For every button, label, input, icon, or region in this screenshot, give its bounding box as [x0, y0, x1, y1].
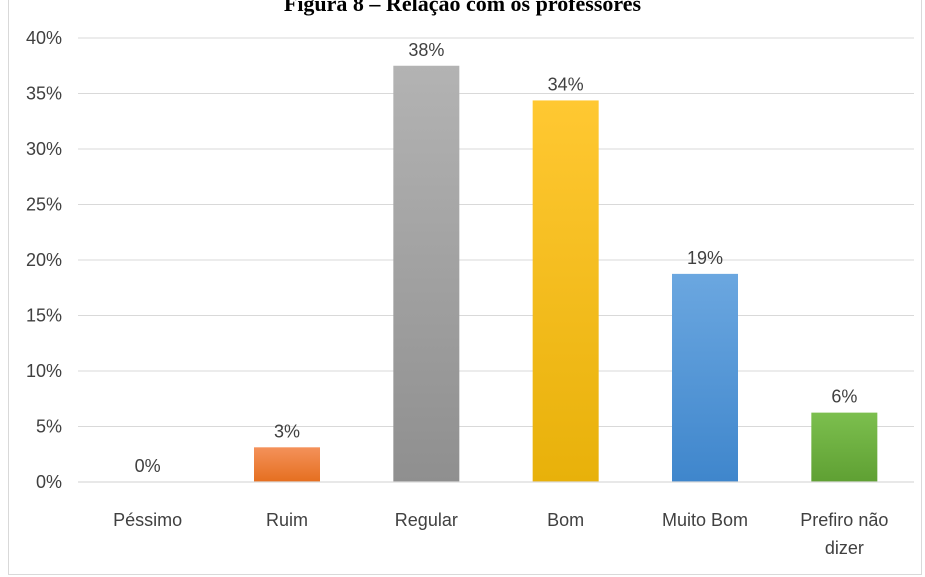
y-axis-tick-labels: 0% 5% 10% 15% 20% 25% 30% 35% 40% [26, 28, 62, 492]
y-tick-label: 10% [26, 361, 62, 381]
data-label: 19% [687, 248, 723, 268]
x-category-label: Prefiro não dizer [800, 510, 888, 558]
bar-regular [393, 65, 460, 482]
y-tick-label: 35% [26, 84, 62, 104]
y-tick-label: 20% [26, 250, 62, 270]
x-category-label: Péssimo [113, 510, 182, 530]
x-category-label: Muito Bom [662, 510, 748, 530]
chart-title: Figura 8 – Relação com os professores [283, 0, 642, 16]
x-category-label: Ruim [266, 510, 308, 530]
data-label: 34% [548, 74, 584, 94]
gridlines [78, 37, 914, 427]
x-category-label: Regular [395, 510, 458, 530]
bar-ruim [254, 447, 320, 482]
bar-muito-bom [672, 273, 738, 482]
bars [254, 65, 878, 482]
y-tick-label: 30% [26, 139, 62, 159]
y-tick-label: 40% [26, 28, 62, 48]
bar-bom [532, 100, 599, 482]
x-axis-category-labels: Péssimo Ruim Regular Bom Muito Bom Prefiro nã… [113, 510, 888, 558]
data-label: 3% [274, 421, 300, 441]
chart-area [8, 0, 922, 575]
y-tick-label: 25% [26, 195, 62, 215]
data-label: 6% [831, 387, 857, 407]
y-tick-label: 5% [36, 417, 62, 437]
bar-prefiro-n-o-dizer [811, 412, 878, 482]
y-tick-label: 0% [36, 472, 62, 492]
data-labels: 0% 3% 38% 34% 19% 6% [135, 40, 858, 476]
x-category-label: Bom [547, 510, 584, 530]
data-label: 38% [408, 40, 444, 60]
data-label: 0% [135, 456, 161, 476]
y-tick-label: 15% [26, 306, 62, 326]
